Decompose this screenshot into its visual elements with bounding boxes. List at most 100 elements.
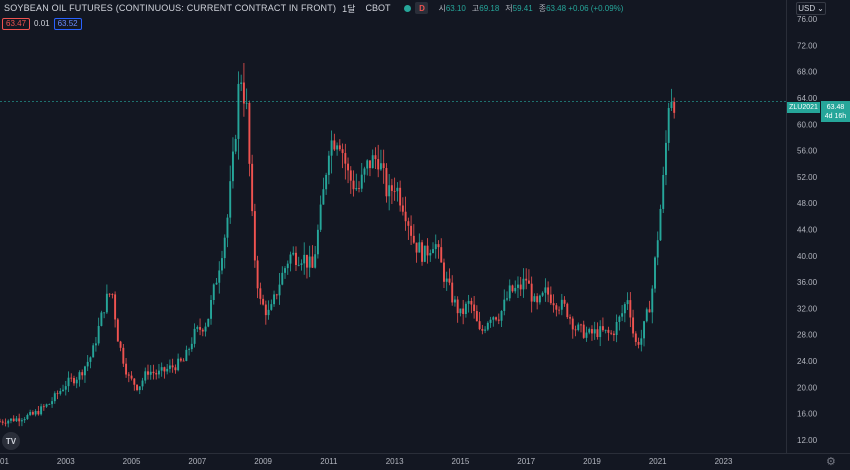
candle <box>223 234 226 269</box>
candle <box>100 310 103 327</box>
candle <box>662 166 665 214</box>
candle <box>464 301 467 318</box>
candle <box>371 149 374 169</box>
candle <box>393 177 396 201</box>
candle <box>316 224 319 259</box>
candle <box>319 195 322 232</box>
candle <box>119 340 122 352</box>
candle <box>560 293 563 316</box>
candle <box>204 322 207 337</box>
candle <box>322 177 325 205</box>
candle <box>34 409 37 417</box>
candle <box>215 278 218 285</box>
candle <box>4 418 7 427</box>
candle <box>86 355 89 372</box>
currency-selector[interactable]: USD ⌄ <box>796 2 826 15</box>
x-tick-label: 2009 <box>254 457 272 466</box>
candle <box>64 380 67 396</box>
candle <box>292 246 295 256</box>
countdown-value: 4d 16h <box>824 112 847 120</box>
candle <box>410 215 413 245</box>
candle <box>473 296 476 319</box>
interval-label[interactable]: 1달 <box>342 3 356 14</box>
candle <box>593 321 596 340</box>
candle <box>355 173 358 191</box>
market-status-icon[interactable] <box>404 4 412 12</box>
candle <box>270 299 273 311</box>
x-tick-label: 2019 <box>583 457 601 466</box>
candle <box>349 166 352 194</box>
candle <box>256 255 259 299</box>
candle <box>412 224 415 244</box>
candle <box>67 371 70 393</box>
candle <box>659 204 662 241</box>
candle <box>171 358 174 373</box>
candle <box>210 295 212 325</box>
candle <box>59 388 62 396</box>
candle <box>484 326 487 334</box>
candle <box>610 330 613 336</box>
symbol-title[interactable]: SOYBEAN OIL FUTURES (CONTINUOUS: CURRENT… <box>4 3 337 13</box>
candle <box>522 268 525 298</box>
candle <box>267 300 270 320</box>
candle <box>451 275 454 306</box>
candle <box>511 284 514 293</box>
candle <box>218 261 221 294</box>
candle <box>497 313 500 325</box>
candle <box>138 386 141 395</box>
candle <box>341 143 344 169</box>
tradingview-logo-icon[interactable]: TV <box>2 432 20 450</box>
candle <box>75 376 78 389</box>
candle <box>89 356 92 369</box>
candle <box>221 250 223 275</box>
candle <box>114 291 117 328</box>
candle <box>621 305 624 321</box>
candle <box>160 362 163 377</box>
candle <box>443 258 445 288</box>
candle <box>577 322 580 332</box>
candle <box>640 329 643 352</box>
candle <box>514 280 517 294</box>
y-tick-label: 40.00 <box>797 252 818 261</box>
candle <box>492 316 495 327</box>
candle <box>29 409 32 417</box>
candle <box>259 282 262 305</box>
candle <box>70 373 73 382</box>
last-price-value: 63.48 <box>826 103 845 111</box>
candle <box>563 296 566 307</box>
candle <box>645 307 648 323</box>
candle <box>432 242 434 254</box>
candle <box>125 358 128 378</box>
candle <box>308 245 311 278</box>
candle <box>549 286 552 305</box>
candle <box>179 357 182 363</box>
candle <box>336 142 339 156</box>
candle <box>23 416 26 423</box>
candle <box>607 326 610 341</box>
candle <box>555 303 558 317</box>
candle <box>475 305 478 322</box>
candle <box>591 325 593 341</box>
candle <box>533 293 536 303</box>
candle <box>459 308 462 317</box>
candle <box>0 418 1 423</box>
candle <box>278 273 281 305</box>
candle <box>185 345 188 362</box>
x-tick-label: 2021 <box>649 457 667 466</box>
candle <box>81 369 84 380</box>
candle <box>152 364 155 380</box>
candle <box>527 269 530 284</box>
candle <box>629 292 632 328</box>
candle <box>506 291 508 302</box>
candle <box>401 197 404 216</box>
candle <box>92 343 95 358</box>
gear-icon[interactable]: ⚙ <box>826 456 836 468</box>
candle <box>31 410 34 416</box>
sell-button[interactable]: 63.47 <box>2 17 31 30</box>
candle <box>303 242 306 275</box>
dividend-badge[interactable]: D <box>415 2 429 14</box>
candle <box>273 290 276 307</box>
candle <box>53 391 56 404</box>
buy-button[interactable]: 63.52 <box>53 17 82 30</box>
